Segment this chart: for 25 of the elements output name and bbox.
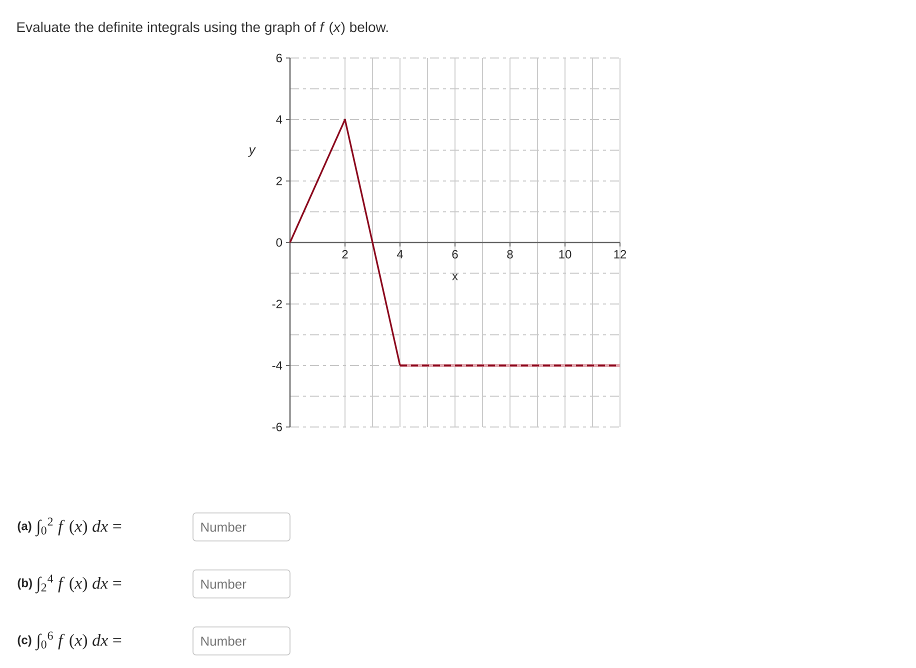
x-tick-label: 8 (507, 250, 513, 259)
y-axis-title: y (248, 147, 256, 157)
x-axis-title: x (452, 274, 458, 280)
text: (b) (18, 578, 32, 590)
y-tick-label: -4 (272, 361, 282, 370)
y-tick-label: 6 (276, 54, 282, 62)
text: ∫$_{0}$$^{6}$ f (x) dx = (35, 632, 122, 650)
text: ∫$_{2}$$^{4}$ f (x) dx = (35, 574, 122, 594)
text: Number (201, 636, 246, 646)
y-tick-label: 0 (276, 238, 282, 247)
text: (a) (18, 521, 32, 533)
text: Number (201, 579, 246, 589)
x-tick-label: 2 (342, 250, 348, 258)
y-tick-label: -6 (272, 422, 282, 432)
x-tick-label: 6 (452, 250, 458, 259)
text: (c) (18, 635, 32, 647)
text: Number (201, 522, 246, 532)
y-tick-label: 4 (276, 115, 282, 124)
y-tick-label: 2 (276, 176, 282, 186)
y-tick-label: -2 (272, 300, 282, 308)
x-tick-label: 12 (614, 250, 626, 258)
x-tick-label: 10 (559, 250, 572, 259)
x-tick-label: 4 (396, 250, 403, 258)
text: ∫$_{0}$$^{2}$ f (x) dx = (35, 518, 122, 536)
chart-title: Evaluate the definite integrals using the graph of f (x) below. (17, 22, 388, 35)
